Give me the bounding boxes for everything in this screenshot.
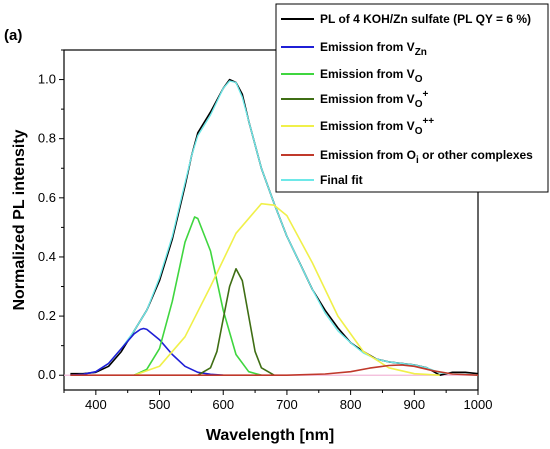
x-tick-label: 500 <box>149 397 171 412</box>
legend-label: Emission from VO++ <box>320 116 434 137</box>
x-tick-label: 800 <box>340 397 362 412</box>
y-tick-label: 0.8 <box>38 131 56 146</box>
legend-label: Final fit <box>320 173 363 187</box>
x-tick-label: 1000 <box>464 397 493 412</box>
y-tick-label: 0.2 <box>38 308 56 323</box>
y-tick-label: 0.6 <box>38 190 56 205</box>
legend-label: Emission from VZn <box>320 40 427 58</box>
x-tick-label: 400 <box>85 397 107 412</box>
series-line-5 <box>70 364 479 376</box>
series-line-1 <box>70 327 224 376</box>
series-line-2 <box>133 216 262 376</box>
panel-label: (a) <box>4 27 22 44</box>
legend-label: Emission from VO+ <box>320 89 428 110</box>
x-tick-label: 700 <box>276 397 298 412</box>
y-tick-label: 0.4 <box>38 249 56 264</box>
series-line-4 <box>133 202 440 376</box>
axis-ticks: 400 500 600 700 800 900 1000 0.0 0.2 0.4 0.6 0.8 1.0 <box>38 49 493 412</box>
x-tick-label: 600 <box>212 397 234 412</box>
y-tick-label: 0.0 <box>38 367 56 382</box>
legend: PL of 4 KOH/Zn sulfate (PL QY = 6 %) Emis… <box>275 3 549 193</box>
legend-label: PL of 4 KOH/Zn sulfate (PL QY = 6 %) <box>320 12 531 26</box>
legend-box <box>275 3 549 193</box>
y-axis-title: Normalized PL intensity <box>11 129 28 310</box>
series-line-3 <box>197 268 275 376</box>
x-axis-title: Wavelength [nm] <box>206 427 334 444</box>
legend-label: Emission from Oi or other complexes <box>320 148 533 166</box>
series-line-6 <box>70 80 479 376</box>
plot-frame <box>63 49 479 391</box>
x-tick-label: 900 <box>403 397 425 412</box>
legend-label: Emission from VO <box>320 67 423 85</box>
y-tick-label: 1.0 <box>38 72 56 87</box>
series-layer <box>64 78 479 376</box>
